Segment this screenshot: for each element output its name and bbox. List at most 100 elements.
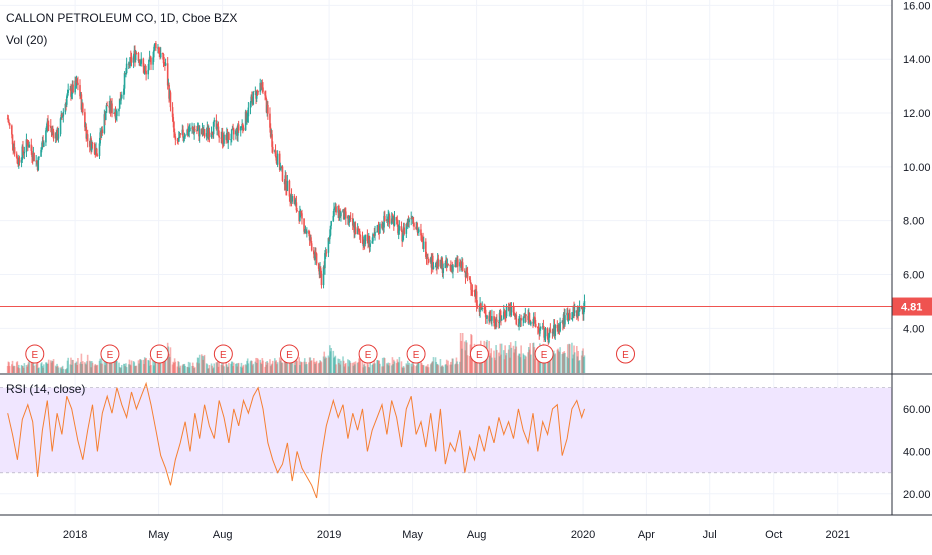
- volume-bar: [237, 362, 240, 373]
- volume-bar: [348, 360, 351, 373]
- earnings-marker[interactable]: E: [534, 344, 554, 364]
- volume-bar: [417, 362, 419, 373]
- candle-body: [22, 146, 24, 153]
- earnings-marker[interactable]: E: [616, 344, 636, 364]
- volume-bar: [66, 360, 69, 373]
- volume-bar: [383, 358, 386, 373]
- y-tick-label: 6.00: [903, 270, 924, 282]
- earnings-marker-circle: [406, 344, 426, 364]
- volume-bar: [411, 366, 413, 373]
- volume-bar: [22, 367, 25, 373]
- candle-body: [369, 243, 371, 247]
- candle-body: [530, 322, 532, 325]
- volume-bar: [197, 357, 200, 373]
- volume-bar: [231, 361, 234, 373]
- candle-body: [194, 129, 196, 131]
- rsi-tick-label: 40.00: [903, 446, 931, 458]
- volume-bar: [232, 366, 234, 373]
- volume-bar: [88, 360, 91, 373]
- volume-bar: [27, 364, 29, 373]
- volume-bar: [460, 340, 463, 373]
- volume-bar: [580, 355, 583, 373]
- volume-bar: [154, 360, 156, 373]
- volume-bar: [95, 365, 97, 373]
- volume-bar: [26, 366, 28, 373]
- volume-bar: [305, 361, 307, 373]
- volume-bar: [171, 364, 174, 373]
- volume-bar: [61, 366, 63, 373]
- candle-body: [13, 147, 16, 154]
- candle-body: [359, 234, 362, 237]
- volume-bar: [461, 333, 464, 373]
- volume-bar: [498, 356, 501, 373]
- candle-body: [251, 96, 253, 99]
- candle-body: [212, 133, 214, 135]
- candle-body: [123, 73, 126, 89]
- volume-bar: [201, 355, 204, 373]
- volume-bar: [86, 354, 89, 373]
- earnings-marker[interactable]: E: [149, 344, 169, 364]
- volume-bar: [158, 363, 161, 373]
- volume-bar: [149, 358, 152, 373]
- volume-bar: [173, 362, 175, 373]
- x-tick-label: May: [402, 529, 423, 541]
- candle-body: [252, 91, 255, 105]
- candle-body: [106, 105, 108, 107]
- volume-bar: [469, 344, 472, 373]
- candle-body: [96, 155, 99, 157]
- volume-bar: [576, 356, 579, 373]
- volume-bar: [206, 364, 209, 373]
- candle-body: [500, 318, 503, 321]
- volume-bar: [74, 363, 76, 373]
- volume-bar: [41, 365, 44, 373]
- earnings-marker[interactable]: E: [279, 344, 299, 364]
- candle-body: [72, 84, 74, 93]
- volume-bar: [246, 360, 248, 373]
- volume-bar: [581, 350, 584, 373]
- candle-body: [573, 310, 576, 313]
- earnings-marker-circle: [358, 344, 378, 364]
- candle-body: [250, 96, 252, 103]
- volume-bar: [444, 364, 447, 373]
- candle-body: [67, 89, 69, 93]
- volume-bar: [495, 349, 498, 373]
- volume-bar: [466, 342, 468, 373]
- earnings-marker[interactable]: E: [469, 344, 489, 364]
- candle-body: [578, 311, 580, 316]
- volume-bar: [11, 360, 14, 373]
- earnings-marker[interactable]: E: [358, 344, 378, 364]
- volume-bar: [125, 367, 128, 373]
- volume-bar: [150, 365, 152, 373]
- volume-bar: [562, 352, 564, 373]
- volume-bar: [324, 358, 326, 373]
- volume-bar: [484, 356, 486, 373]
- volume-bar: [319, 360, 321, 373]
- candle-body: [247, 107, 250, 117]
- volume-bar: [57, 367, 60, 373]
- candle-body: [498, 322, 500, 324]
- volume-bar: [421, 364, 424, 373]
- volume-bar: [157, 361, 160, 373]
- volume-bar: [367, 364, 369, 373]
- volume-bar: [298, 357, 300, 373]
- earnings-marker[interactable]: E: [213, 344, 233, 364]
- volume-bar: [191, 362, 194, 373]
- volume-bar: [515, 346, 518, 373]
- earnings-marker-circle: [100, 344, 120, 364]
- candle-body: [529, 320, 531, 325]
- volume-bar: [242, 364, 245, 373]
- earnings-marker[interactable]: E: [100, 344, 120, 364]
- candle-body: [242, 124, 244, 128]
- volume-bar: [15, 362, 18, 373]
- earnings-marker[interactable]: E: [406, 344, 426, 364]
- volume-bar: [446, 365, 449, 373]
- volume-bar: [393, 359, 395, 373]
- volume-bar: [235, 363, 237, 373]
- volume-bar: [103, 358, 106, 373]
- earnings-marker[interactable]: E: [25, 344, 45, 364]
- candle-body: [513, 312, 515, 316]
- candle-body: [449, 265, 451, 267]
